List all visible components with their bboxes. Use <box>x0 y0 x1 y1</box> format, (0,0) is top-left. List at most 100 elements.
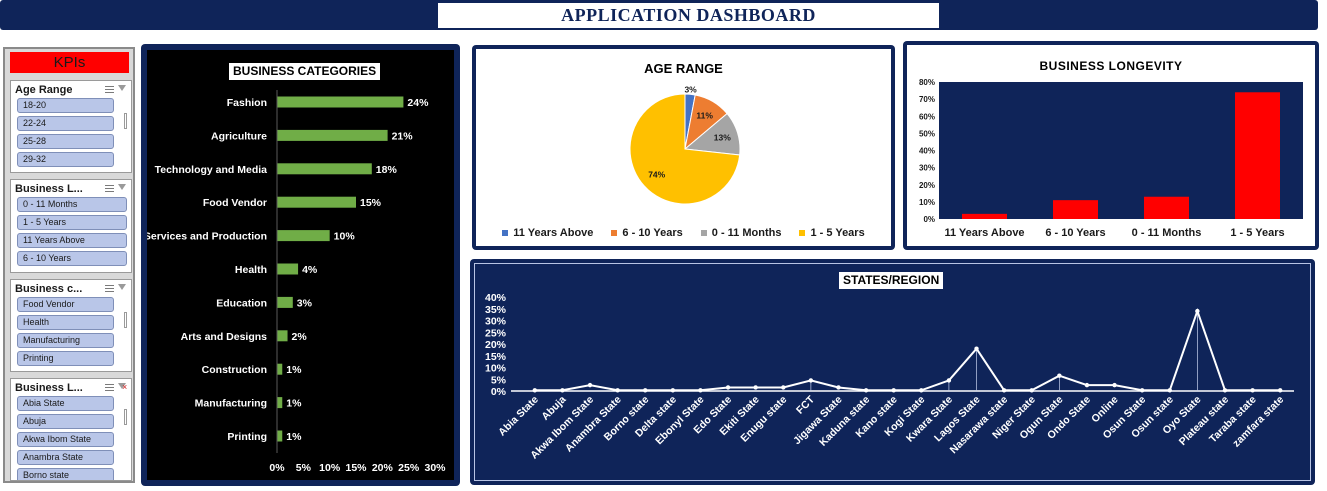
slicer-item[interactable]: Manufacturing <box>17 333 114 348</box>
legend-item: 6 - 10 Years <box>611 227 683 239</box>
slicer-item[interactable]: 29-32 <box>17 152 114 167</box>
tick-label: 40% <box>919 147 935 156</box>
legend-item: 1 - 5 Years <box>799 227 865 239</box>
tick-label: 20% <box>372 462 394 474</box>
tick-label: 80% <box>919 78 935 87</box>
data-point <box>643 388 648 393</box>
slicer-item[interactable]: Abia State <box>17 396 114 411</box>
data-point <box>836 385 841 390</box>
data-label: 21% <box>392 130 414 142</box>
data-point <box>1167 388 1172 393</box>
category-label: Technology and Media <box>155 164 268 176</box>
bar <box>1053 200 1098 219</box>
slicer-items: Abia State Abuja Akwa Ibom State Anambra St… <box>11 396 131 480</box>
scrollbar-thumb[interactable] <box>124 312 127 328</box>
slicer-item[interactable]: Borno state <box>17 468 114 480</box>
legend-item: 0 - 11 Months <box>700 227 781 239</box>
states-region-chart: 0% 5% 10% 15% 20% 25% 30% 35% 40% Abia State Abuja… <box>474 263 1311 481</box>
category-label: 6 - 10 Years <box>1045 227 1105 239</box>
multi-select-icon[interactable] <box>105 383 114 392</box>
data-point <box>1001 388 1007 393</box>
category-label: Printing <box>227 431 267 443</box>
data-label: 18% <box>376 164 398 176</box>
slicer-item[interactable]: 6 - 10 Years <box>17 251 127 266</box>
bar <box>277 196 356 208</box>
slicer-item[interactable]: Printing <box>17 351 114 366</box>
data-point <box>560 388 565 393</box>
slicer-title: Business L... <box>15 381 83 394</box>
tick-label: 5% <box>296 462 312 474</box>
category-label: Fashion <box>227 97 267 109</box>
scrollbar-thumb[interactable] <box>124 113 127 129</box>
pie-slice <box>629 93 741 205</box>
data-label: 13% <box>714 133 731 143</box>
clear-filter-icon[interactable] <box>118 85 127 94</box>
bar <box>277 129 388 141</box>
clear-filter-icon[interactable] <box>118 383 127 392</box>
tick-label: 30% <box>919 164 935 173</box>
slicer-item[interactable]: Abuja <box>17 414 114 429</box>
multi-select-icon[interactable] <box>105 184 114 193</box>
legend-swatch <box>502 230 509 236</box>
category-label: Services and Production <box>147 231 267 243</box>
tick-label: 40% <box>485 292 507 304</box>
category-label: Health <box>235 264 267 276</box>
multi-select-icon[interactable] <box>105 85 114 94</box>
slicer-item[interactable]: 0 - 11 Months <box>17 197 127 212</box>
business-categories-svg: Fashion 24% Agriculture 21% Technology and M… <box>147 90 446 474</box>
data-point <box>974 346 979 351</box>
tick-label: 20% <box>485 339 507 351</box>
age-range-panel: AGE RANGE 3% 11% 13% 74% 11 Years Above 6 - … <box>472 45 895 250</box>
states-region-svg: 0%5%10%15%20%25%30%35%40%Abia StateAbuja… <box>485 292 1294 462</box>
bar <box>277 397 283 409</box>
chart-title: BUSINESS LONGEVITY <box>1039 59 1183 73</box>
data-point <box>698 388 703 393</box>
data-point <box>1250 388 1255 393</box>
clear-filter-icon[interactable] <box>118 184 127 193</box>
clear-filter-icon[interactable] <box>118 284 127 293</box>
data-label: 10% <box>334 231 356 243</box>
slicer-item[interactable]: Anambra State <box>17 450 114 465</box>
tick-label: 30% <box>485 316 507 328</box>
business-categories-panel: Fashion 24% Agriculture 21% Technology and M… <box>141 44 460 486</box>
category-label: 11 Years Above <box>944 227 1024 239</box>
data-label: 1% <box>286 364 302 376</box>
data-point <box>863 388 869 393</box>
category-label: FCT <box>794 393 817 416</box>
slicer-item[interactable]: Health <box>17 315 114 330</box>
slicer-item[interactable]: 18-20 <box>17 98 114 113</box>
bar <box>277 330 288 342</box>
data-label: 4% <box>302 264 318 276</box>
bar <box>277 296 293 308</box>
tick-label: 0% <box>923 215 935 224</box>
legend-swatch <box>611 230 618 236</box>
data-point <box>1057 373 1062 378</box>
data-label: 11% <box>696 110 713 120</box>
data-point <box>532 388 538 393</box>
data-point <box>615 388 620 393</box>
data-point <box>946 378 952 383</box>
slicer-item[interactable]: 1 - 5 Years <box>17 215 127 230</box>
slicer-item[interactable]: 25-28 <box>17 134 114 149</box>
data-label: 2% <box>292 331 308 343</box>
bar <box>277 230 330 242</box>
multi-select-icon[interactable] <box>105 284 114 293</box>
header-title-box: APPLICATION DASHBOARD <box>437 2 940 29</box>
data-point <box>919 388 924 393</box>
data-point <box>1195 308 1200 314</box>
slicer-item[interactable]: Akwa Ibom State <box>17 432 114 447</box>
age-range-svg: 3% 11% 13% 74% <box>629 84 741 205</box>
slicer-item[interactable]: Food Vendor <box>17 297 114 312</box>
business-longevity-panel: BUSINESS LONGEVITY 0% 10% 20% 30% 40% 50% 60% 7… <box>903 41 1319 250</box>
slicer-items: 0 - 11 Months 1 - 5 Years 11 Years Above 6 … <box>11 197 131 266</box>
age-range-chart: AGE RANGE 3% 11% 13% 74% 11 Years Above 6 - … <box>476 49 891 246</box>
slicer-item[interactable]: 22-24 <box>17 116 114 131</box>
business-longevity-svg: 0% 10% 20% 30% 40% 50% 60% 70% 80% 11 Years Above… <box>919 78 1303 239</box>
slicer-item[interactable]: 11 Years Above <box>17 233 127 248</box>
data-point <box>1084 382 1090 388</box>
scrollbar-thumb[interactable] <box>124 409 127 425</box>
data-point <box>1222 388 1228 393</box>
chart-title: AGE RANGE <box>644 61 723 76</box>
data-point <box>1139 388 1145 393</box>
